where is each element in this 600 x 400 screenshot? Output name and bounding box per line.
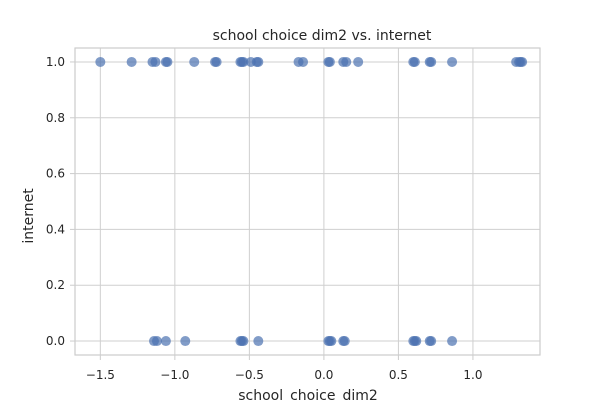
data-point xyxy=(238,336,249,347)
data-point xyxy=(298,56,309,67)
y-tick-label: 0.2 xyxy=(46,278,65,292)
x-tick-label: −1.0 xyxy=(160,368,189,382)
x-tick-label: 1.0 xyxy=(463,368,482,382)
grid-lines xyxy=(75,48,540,355)
data-point xyxy=(324,56,335,67)
x-tick-label: 0.5 xyxy=(389,368,408,382)
data-point xyxy=(189,56,200,67)
data-point xyxy=(447,56,458,67)
y-tick-label: 0.8 xyxy=(46,111,65,125)
data-point xyxy=(426,56,437,67)
data-point xyxy=(238,56,249,67)
data-point xyxy=(95,56,106,67)
data-point xyxy=(211,56,222,67)
axis-ticks: −1.5 −1.0 −0.5 0.0 0.5 1.0 0.0 0.2 0.4 0.6 0.8 1.0 xyxy=(46,55,483,382)
data-points xyxy=(95,56,528,347)
data-point xyxy=(160,336,171,347)
y-tick-label: 1.0 xyxy=(46,55,65,69)
data-point xyxy=(341,56,352,67)
x-tick-label: 0.0 xyxy=(314,368,333,382)
data-point xyxy=(517,56,528,67)
data-point xyxy=(447,336,458,347)
data-point xyxy=(151,336,162,347)
data-point xyxy=(339,336,350,347)
y-tick-label: 0.4 xyxy=(46,222,65,236)
y-tick-label: 0.0 xyxy=(46,334,65,348)
y-tick-label: 0.6 xyxy=(46,167,65,181)
data-point xyxy=(426,336,437,347)
x-tick-label: −0.5 xyxy=(235,368,264,382)
data-point xyxy=(126,56,137,67)
plot-frame xyxy=(74,47,541,356)
data-point xyxy=(180,336,191,347)
chart-title: school choice dim2 vs. internet xyxy=(213,28,432,44)
data-point xyxy=(411,336,422,347)
data-point xyxy=(326,336,337,347)
y-axis-label: internet xyxy=(21,188,37,244)
x-tick-label: −1.5 xyxy=(86,368,115,382)
data-point xyxy=(253,336,264,347)
data-point xyxy=(353,56,364,67)
data-point xyxy=(253,56,264,67)
x-axis-label: school_choice_dim2 xyxy=(238,388,378,400)
data-point xyxy=(150,56,161,67)
data-point xyxy=(409,56,420,67)
data-point xyxy=(162,56,173,67)
